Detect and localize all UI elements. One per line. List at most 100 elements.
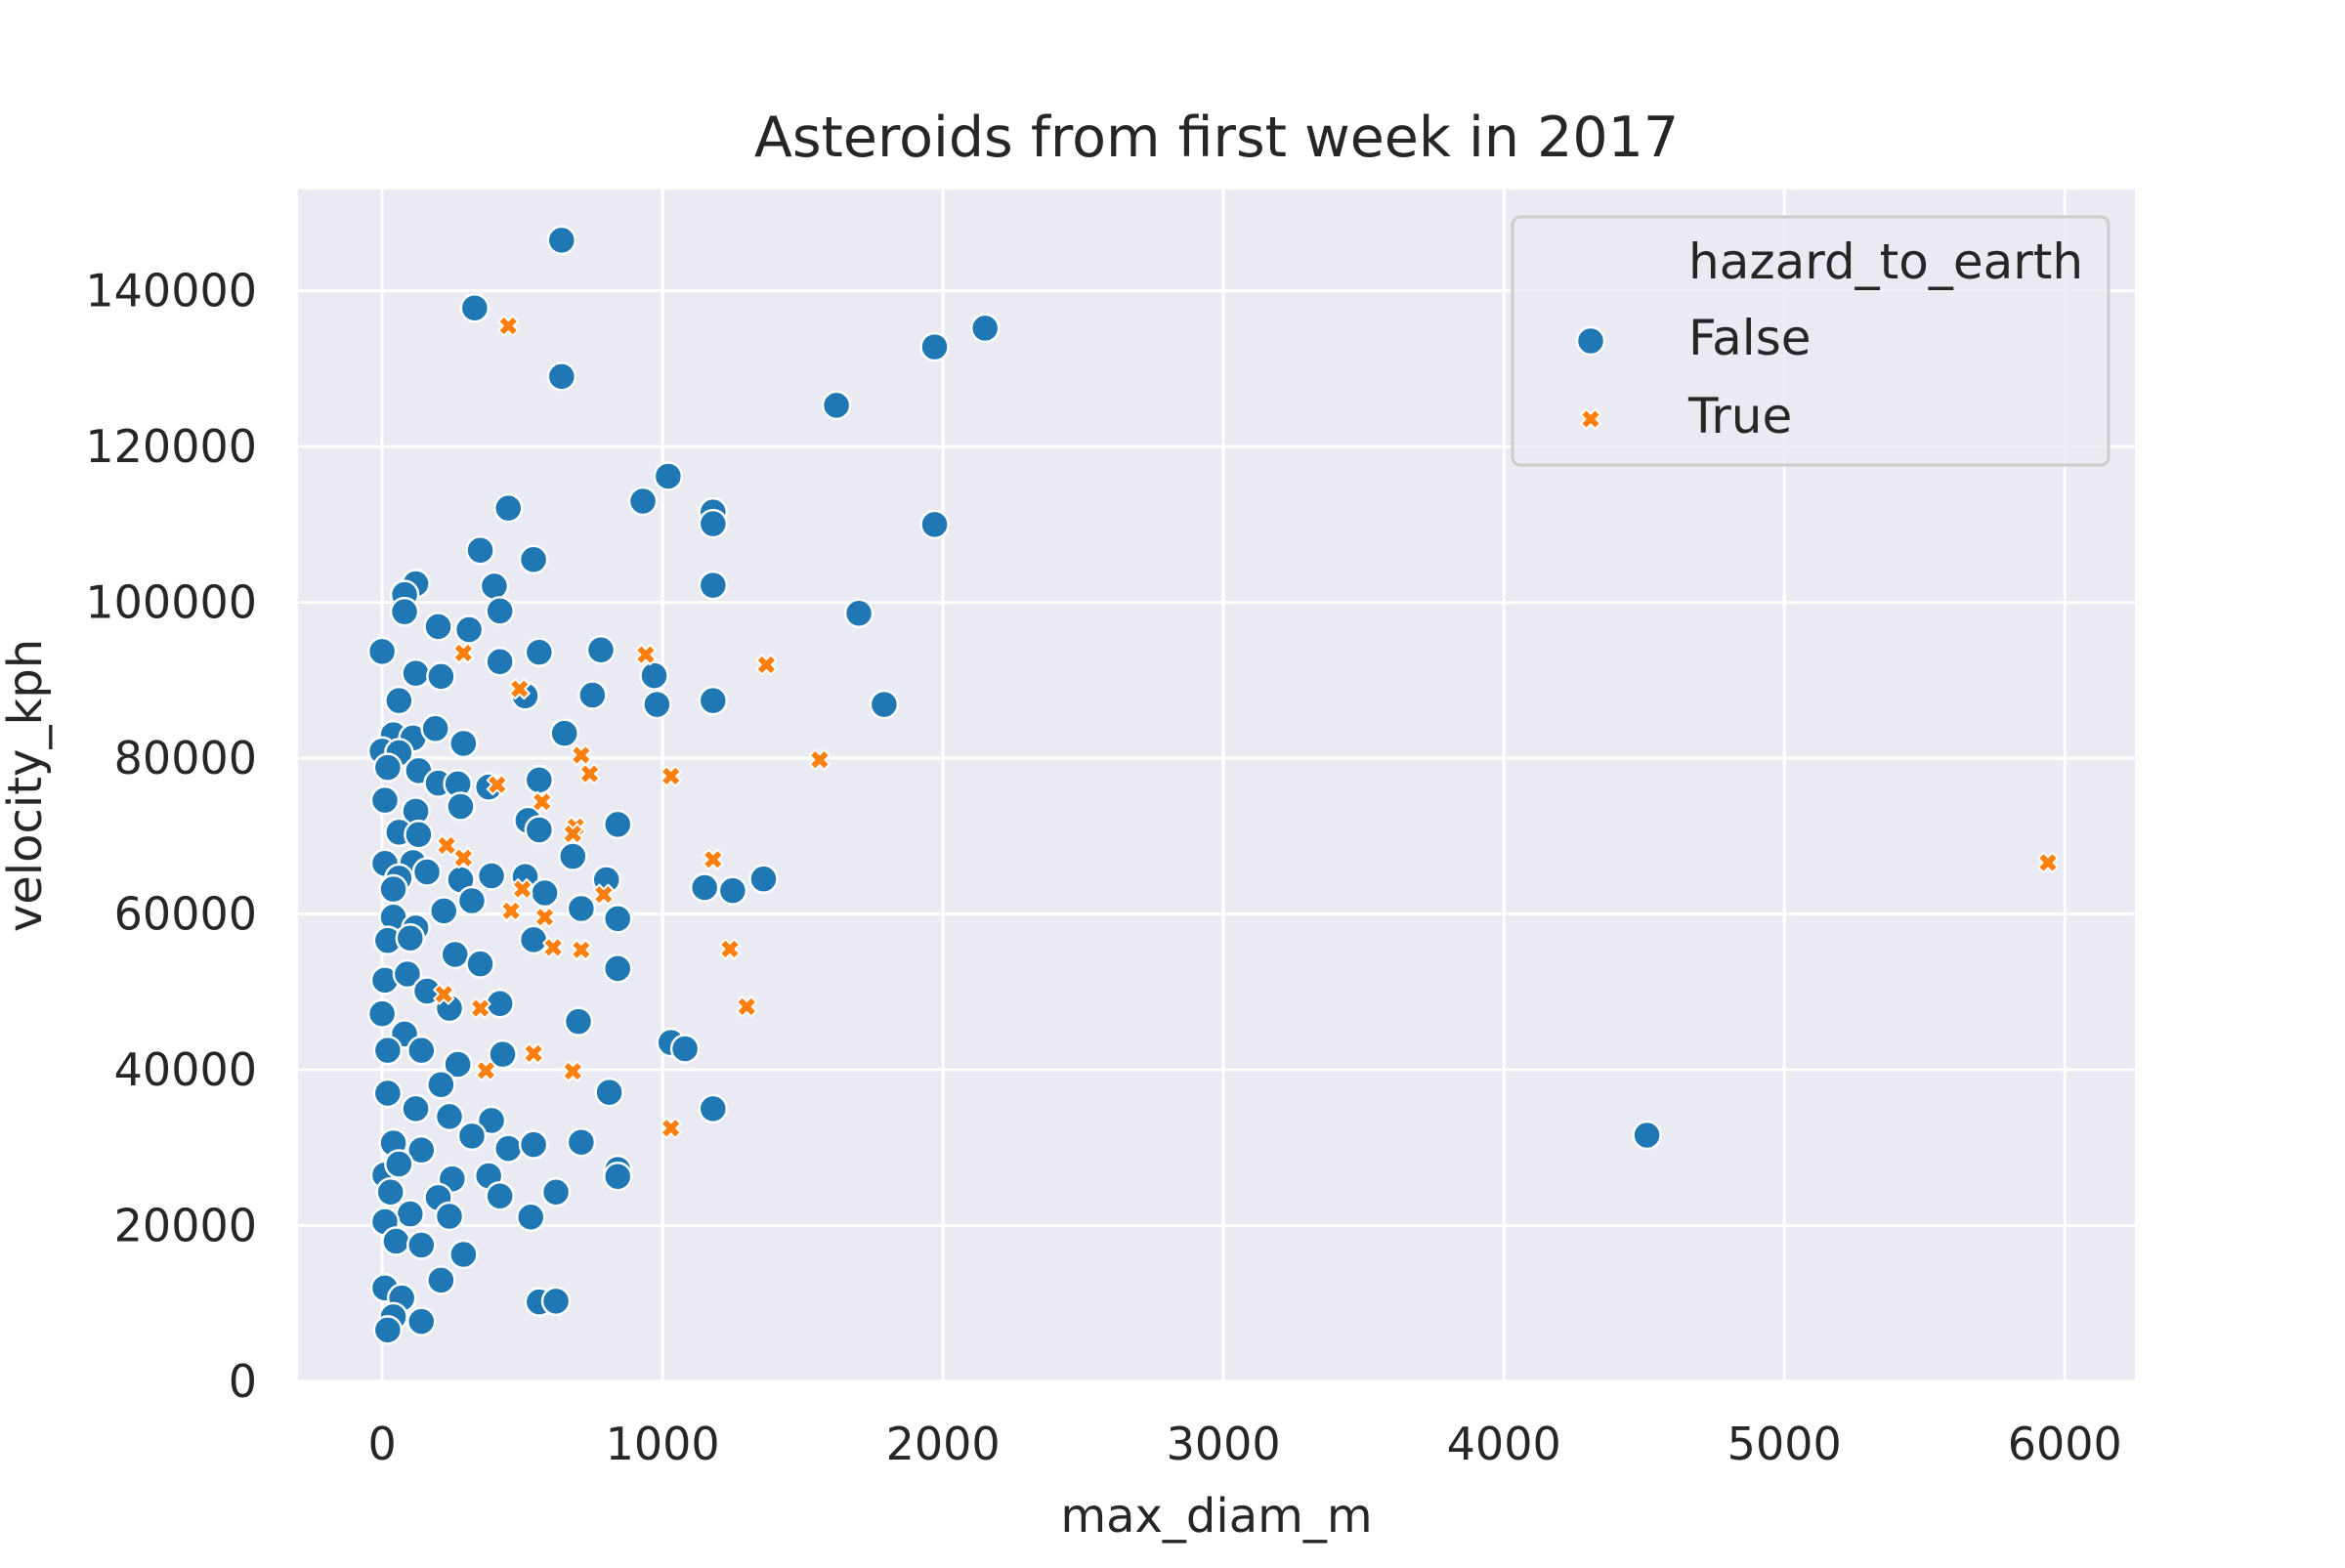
data-point-false [518, 924, 549, 955]
data-point-false [485, 646, 515, 677]
data-point-false [456, 885, 488, 916]
data-point-false [566, 893, 597, 924]
data-point-false [642, 689, 672, 720]
data-point-false [488, 1038, 518, 1070]
data-point-false [406, 1306, 437, 1336]
data-point-false [459, 292, 490, 323]
data-point-false [748, 864, 779, 894]
data-point-true [2037, 851, 2060, 873]
data-point-false [563, 1006, 594, 1037]
data-point-false [378, 873, 408, 905]
data-point-false [476, 861, 507, 891]
data-point-false [453, 614, 485, 645]
data-point-false [366, 636, 398, 667]
y-tick-label: 20000 [114, 1200, 257, 1252]
data-point-true [486, 774, 508, 796]
x-tick-label: 6000 [2008, 1418, 2122, 1470]
data-point-false [698, 685, 729, 716]
data-point-false [384, 1149, 414, 1179]
x-tick-label: 3000 [1167, 1418, 1281, 1470]
data-point-false [434, 1101, 465, 1132]
grid-lines [298, 190, 2135, 1383]
legend-marker-false [1575, 325, 1606, 357]
data-point-false [404, 819, 434, 850]
data-point-false [689, 872, 720, 903]
series-false-points [366, 225, 1662, 1345]
data-point-true [578, 763, 601, 785]
chart-title: Asteroids from first week in 2017 [754, 106, 1679, 170]
y-tick-label: 80000 [114, 732, 257, 784]
data-point-false [465, 534, 495, 566]
x-tick-label: 0 [367, 1418, 396, 1470]
data-point-false [465, 949, 495, 979]
data-point-false [1632, 1120, 1662, 1151]
data-point-false [577, 680, 608, 710]
legend-label-false: False [1688, 310, 1812, 366]
data-point-false [448, 728, 479, 759]
data-point-false [426, 1069, 456, 1100]
data-point-true [475, 1059, 497, 1081]
legend-label-true: True [1687, 388, 1792, 445]
data-point-false [540, 1176, 572, 1208]
data-point-false [524, 765, 555, 795]
y-axis-label: velocity_kph [0, 639, 53, 932]
data-point-true [500, 900, 523, 922]
data-point-true [736, 996, 758, 1018]
data-point-true [660, 1117, 682, 1139]
data-point-true [562, 823, 584, 845]
data-point-false [869, 689, 900, 720]
data-point-false [395, 1199, 426, 1229]
y-tick-label: 40000 [114, 1043, 257, 1096]
data-point-true [542, 936, 565, 958]
data-point-false [401, 1093, 431, 1124]
data-point-false [406, 1134, 437, 1165]
data-point-false [420, 713, 450, 744]
data-point-false [429, 896, 459, 926]
data-point-false [485, 1180, 515, 1211]
data-point-false [406, 1230, 437, 1260]
data-point-false [594, 1077, 624, 1108]
data-point-false [493, 1133, 524, 1164]
data-point-true [755, 654, 778, 676]
data-point-false [440, 939, 470, 970]
data-point-false [366, 998, 398, 1029]
data-point-true [570, 743, 592, 766]
data-point-false [446, 791, 476, 822]
data-point-false [530, 877, 560, 909]
data-point-false [653, 461, 684, 491]
data-point-false [602, 1162, 633, 1192]
data-point-false [585, 635, 617, 665]
data-point-false [698, 1093, 729, 1124]
legend-box [1511, 215, 2110, 467]
legend-x-marker [1580, 408, 1601, 430]
data-point-true [702, 848, 724, 870]
data-point-false [627, 486, 659, 517]
legend-circle-marker [1575, 325, 1606, 357]
data-point-false [401, 657, 431, 689]
legend: hazard_to_earth False True [1511, 215, 2110, 467]
x-axis-label: max_diam_m [1060, 1489, 1372, 1544]
data-point-true [533, 906, 556, 928]
data-point-false [389, 596, 420, 627]
data-point-false [919, 509, 950, 540]
data-point-true [660, 765, 682, 787]
data-point-true [592, 883, 615, 906]
data-point-false [698, 508, 729, 539]
data-point-false [384, 685, 414, 716]
data-point-false [540, 1286, 572, 1317]
data-point-false [546, 225, 577, 256]
data-point-false [426, 1265, 456, 1295]
data-point-true [452, 847, 475, 869]
y-tick-label: 100000 [85, 576, 257, 629]
data-point-false [558, 841, 588, 871]
data-point-false [426, 661, 456, 692]
data-point-true [562, 1060, 584, 1082]
data-point-false [372, 1035, 404, 1066]
data-point-false [372, 1315, 404, 1345]
data-point-false [443, 1049, 473, 1080]
data-point-false [411, 857, 443, 887]
data-point-false [546, 361, 577, 392]
data-point-false [372, 1078, 404, 1109]
